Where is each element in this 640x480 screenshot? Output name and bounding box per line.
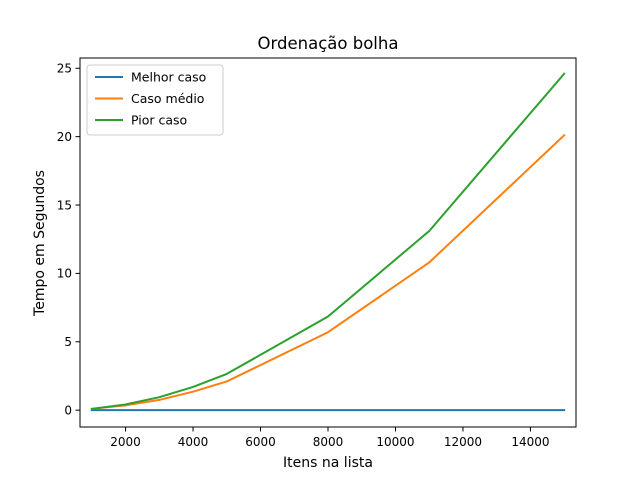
series-line-2 xyxy=(90,133,566,410)
legend-label: Pior caso xyxy=(131,113,187,128)
y-tick-label: 0 xyxy=(64,403,72,417)
series-line-3 xyxy=(90,72,566,410)
y-tick-label: 10 xyxy=(57,267,72,281)
y-tick-label: 20 xyxy=(57,130,72,144)
legend-box xyxy=(86,64,224,136)
legend: Melhor caso Caso médio Pior caso xyxy=(86,64,224,136)
x-tick-label: 10000 xyxy=(376,435,414,449)
x-tick-label: 2000 xyxy=(110,435,141,449)
y-tick-label: 25 xyxy=(57,62,72,76)
x-tick-label: 6000 xyxy=(245,435,276,449)
x-tick-label: 12000 xyxy=(444,435,482,449)
y-tick-label: 15 xyxy=(57,198,72,212)
x-axis-label: Itens na lista xyxy=(283,455,373,471)
y-tick-label: 5 xyxy=(64,335,72,349)
x-tick-label: 4000 xyxy=(178,435,209,449)
legend-label: Melhor caso xyxy=(131,70,206,85)
x-tick-label: 14000 xyxy=(511,435,549,449)
chart-title: Ordenação bolha xyxy=(258,34,399,53)
y-axis-label: Tempo em Segundos xyxy=(32,170,48,317)
x-tick-label: 8000 xyxy=(313,435,344,449)
legend-label: Caso médio xyxy=(131,91,204,106)
plot-area: 2000 4000 6000 8000 10000 12000 14000 0 5 10 15 20 2… xyxy=(57,57,577,449)
